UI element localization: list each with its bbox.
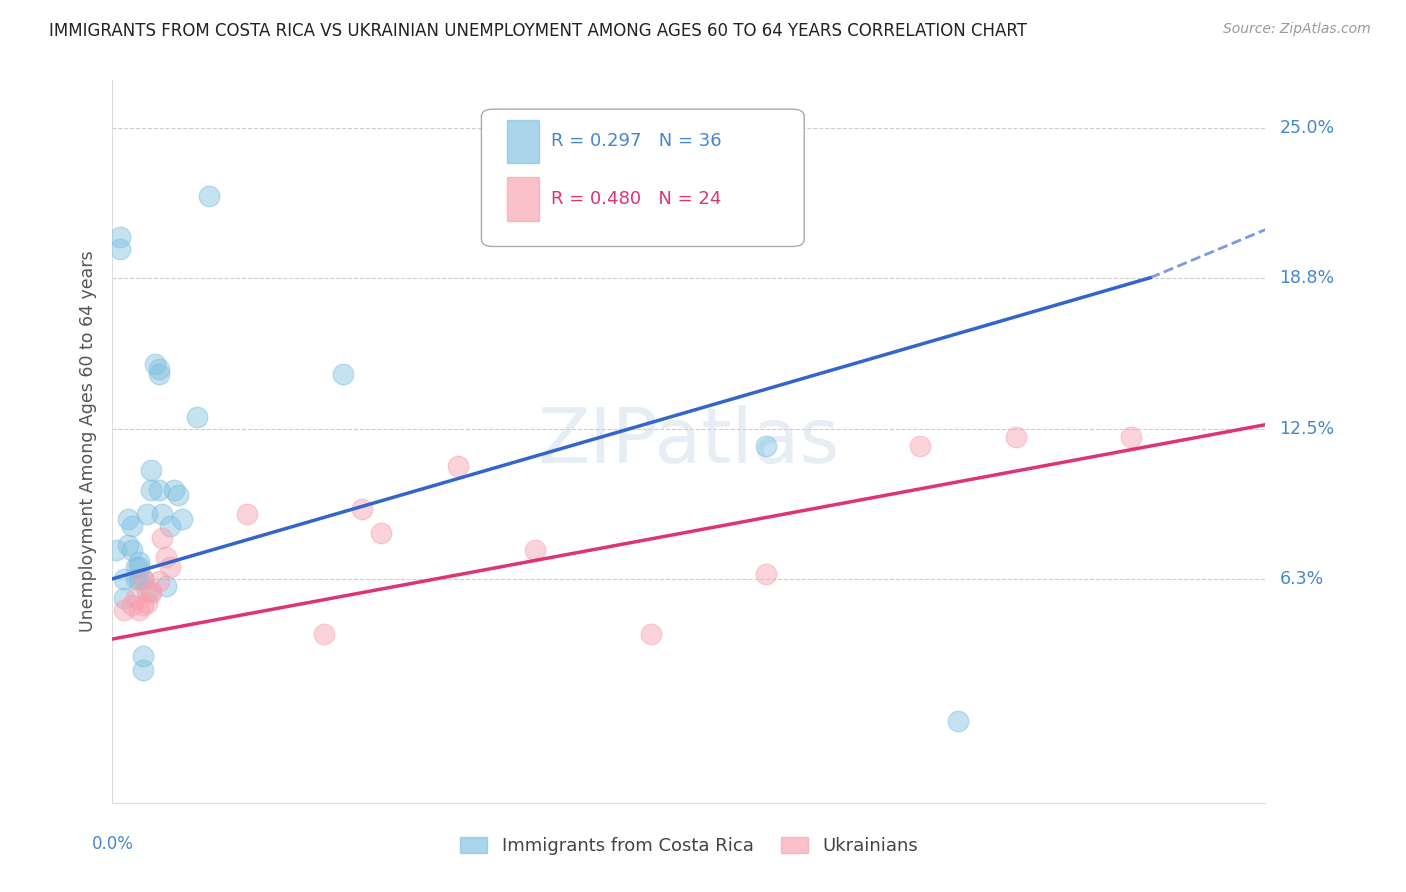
Point [908, 439, 931, 453]
Point [370, 526, 392, 541]
Point [447, 458, 470, 473]
Text: R = 0.297   N = 36: R = 0.297 N = 36 [551, 132, 721, 151]
Point [132, 648, 155, 663]
Point [121, 599, 143, 613]
Text: 25.0%: 25.0% [1279, 120, 1334, 137]
Text: 6.3%: 6.3% [1279, 570, 1323, 588]
Point [139, 463, 162, 477]
Point [163, 483, 186, 497]
Point [105, 542, 128, 557]
Point [132, 572, 155, 586]
Text: 12.5%: 12.5% [1279, 420, 1334, 439]
Point [946, 714, 969, 728]
Point [236, 507, 259, 521]
Point [186, 410, 208, 425]
Point [112, 603, 135, 617]
Point [132, 599, 155, 613]
Point [155, 550, 177, 565]
Point [312, 627, 335, 641]
Point [121, 542, 143, 557]
Point [136, 596, 159, 610]
Point [128, 572, 150, 586]
Point [143, 358, 166, 372]
Point [1004, 430, 1026, 444]
Text: IMMIGRANTS FROM COSTA RICA VS UKRAINIAN UNEMPLOYMENT AMONG AGES 60 TO 64 YEARS C: IMMIGRANTS FROM COSTA RICA VS UKRAINIAN … [49, 22, 1028, 40]
Point [148, 574, 170, 589]
Text: 18.8%: 18.8% [1279, 268, 1334, 286]
Point [121, 518, 143, 533]
Text: Source: ZipAtlas.com: Source: ZipAtlas.com [1223, 22, 1371, 37]
Point [159, 559, 181, 574]
Point [112, 591, 135, 606]
FancyBboxPatch shape [506, 120, 538, 163]
Point [128, 555, 150, 569]
Legend: Immigrants from Costa Rica, Ukrainians: Immigrants from Costa Rica, Ukrainians [460, 837, 918, 855]
Point [755, 567, 778, 582]
Point [755, 439, 778, 453]
Point [136, 583, 159, 598]
Point [524, 542, 547, 557]
Point [132, 572, 155, 586]
Point [124, 591, 146, 606]
Point [128, 559, 150, 574]
Point [136, 507, 159, 521]
Point [148, 483, 170, 497]
Point [1119, 430, 1142, 444]
Point [148, 367, 170, 381]
FancyBboxPatch shape [481, 109, 804, 246]
Text: ZIPatlas: ZIPatlas [537, 405, 841, 478]
Point [139, 483, 162, 497]
Point [108, 242, 131, 256]
Point [332, 367, 354, 381]
Point [124, 572, 146, 586]
Point [170, 511, 193, 525]
Point [155, 579, 177, 593]
FancyBboxPatch shape [506, 178, 538, 221]
Point [139, 583, 162, 598]
Point [197, 189, 219, 203]
Point [124, 559, 146, 574]
Point [117, 511, 139, 525]
Point [166, 487, 188, 501]
Point [148, 362, 170, 376]
Y-axis label: Unemployment Among Ages 60 to 64 years: Unemployment Among Ages 60 to 64 years [79, 251, 97, 632]
Point [152, 531, 174, 545]
Point [117, 538, 139, 552]
Point [159, 518, 181, 533]
Text: 0.0%: 0.0% [91, 835, 134, 854]
Point [128, 603, 150, 617]
Point [112, 572, 135, 586]
Point [152, 507, 174, 521]
Point [108, 230, 131, 244]
Text: R = 0.480   N = 24: R = 0.480 N = 24 [551, 190, 721, 208]
Point [352, 502, 374, 516]
Point [139, 586, 162, 600]
Point [132, 664, 155, 678]
Point [640, 627, 662, 641]
